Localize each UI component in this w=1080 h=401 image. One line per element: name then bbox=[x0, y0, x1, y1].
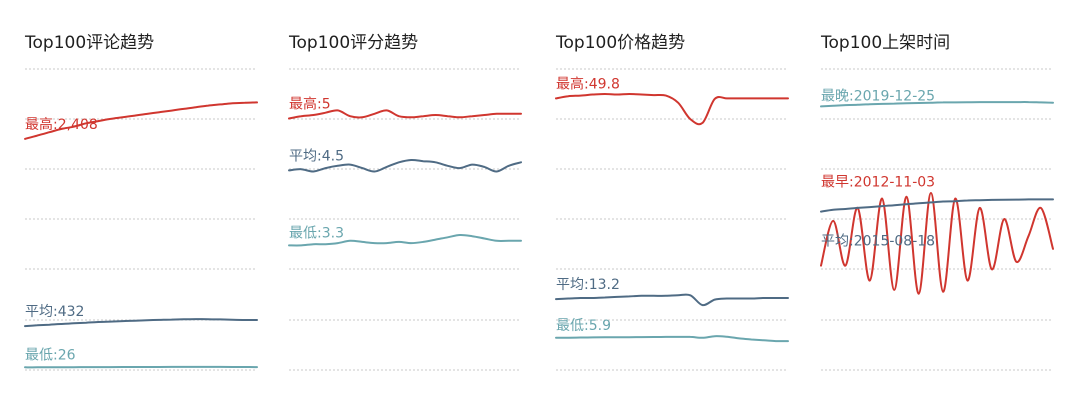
series-line-avg bbox=[555, 293, 789, 307]
comments-chart: 最高:2,408 平均:432 最低:26 bbox=[24, 68, 258, 371]
series-label-max: 最高:49.8 bbox=[556, 75, 620, 92]
series-label-latest: 最晚:2019-12-25 bbox=[821, 88, 935, 104]
series-line-avg bbox=[820, 198, 1054, 213]
series-label-avg: 平均:4.5 bbox=[289, 148, 344, 164]
series-label-min: 最低:3.3 bbox=[289, 225, 344, 241]
gridlines bbox=[556, 68, 788, 371]
series-label-avg: 平均:13.2 bbox=[556, 277, 620, 293]
series-line-max bbox=[24, 101, 258, 140]
price-chart: 最高:49.8 平均:13.2 最低:5.9 bbox=[555, 68, 789, 371]
gridlines bbox=[821, 68, 1053, 371]
series-label-max: 最高:2,408 bbox=[25, 116, 98, 133]
series-line-latest bbox=[820, 101, 1054, 108]
series-line-max bbox=[288, 109, 522, 120]
series-label-earliest: 最早:2012-11-03 bbox=[821, 175, 935, 191]
series-line-min bbox=[288, 233, 522, 247]
panel-title: Top100评论趋势 bbox=[25, 33, 155, 53]
rating-chart: 最高:5 平均:4.5 最低:3.3 bbox=[288, 68, 522, 371]
panel-title: Top100价格趋势 bbox=[556, 33, 686, 53]
shelf-time-chart: 最晚:2019-12-25 最早:2012-11-03 平均:2015-08-18 bbox=[820, 68, 1054, 371]
panel-shelf-time: Top100上架时间 最晚:2019-12-25 最早:2012-11-03 平均:… bbox=[820, 0, 1061, 401]
panel-price: Top100价格趋势 最高:49.8 平均:13.2 最低:5.9 bbox=[555, 0, 796, 401]
series-line-min bbox=[555, 335, 789, 343]
series-label-min: 最低:26 bbox=[25, 347, 76, 363]
series-line-max bbox=[555, 92, 789, 126]
panel-title: Top100评分趋势 bbox=[289, 33, 419, 53]
series-label-avg: 平均:432 bbox=[25, 304, 84, 320]
series-line-avg bbox=[288, 158, 522, 173]
gridlines bbox=[289, 68, 521, 371]
panel-comments: Top100评论趋势 最高:2,408 平均:432 最低:26 bbox=[24, 0, 265, 401]
panel-title: Top100上架时间 bbox=[821, 33, 951, 53]
series-label-min: 最低:5.9 bbox=[556, 318, 611, 334]
series-line-avg bbox=[24, 318, 258, 328]
panel-rating: Top100评分趋势 最高:5 平均:4.5 最低:3.3 bbox=[288, 0, 529, 401]
series-label-avg: 平均:2015-08-18 bbox=[821, 234, 935, 250]
series-label-max: 最高:5 bbox=[289, 95, 331, 112]
